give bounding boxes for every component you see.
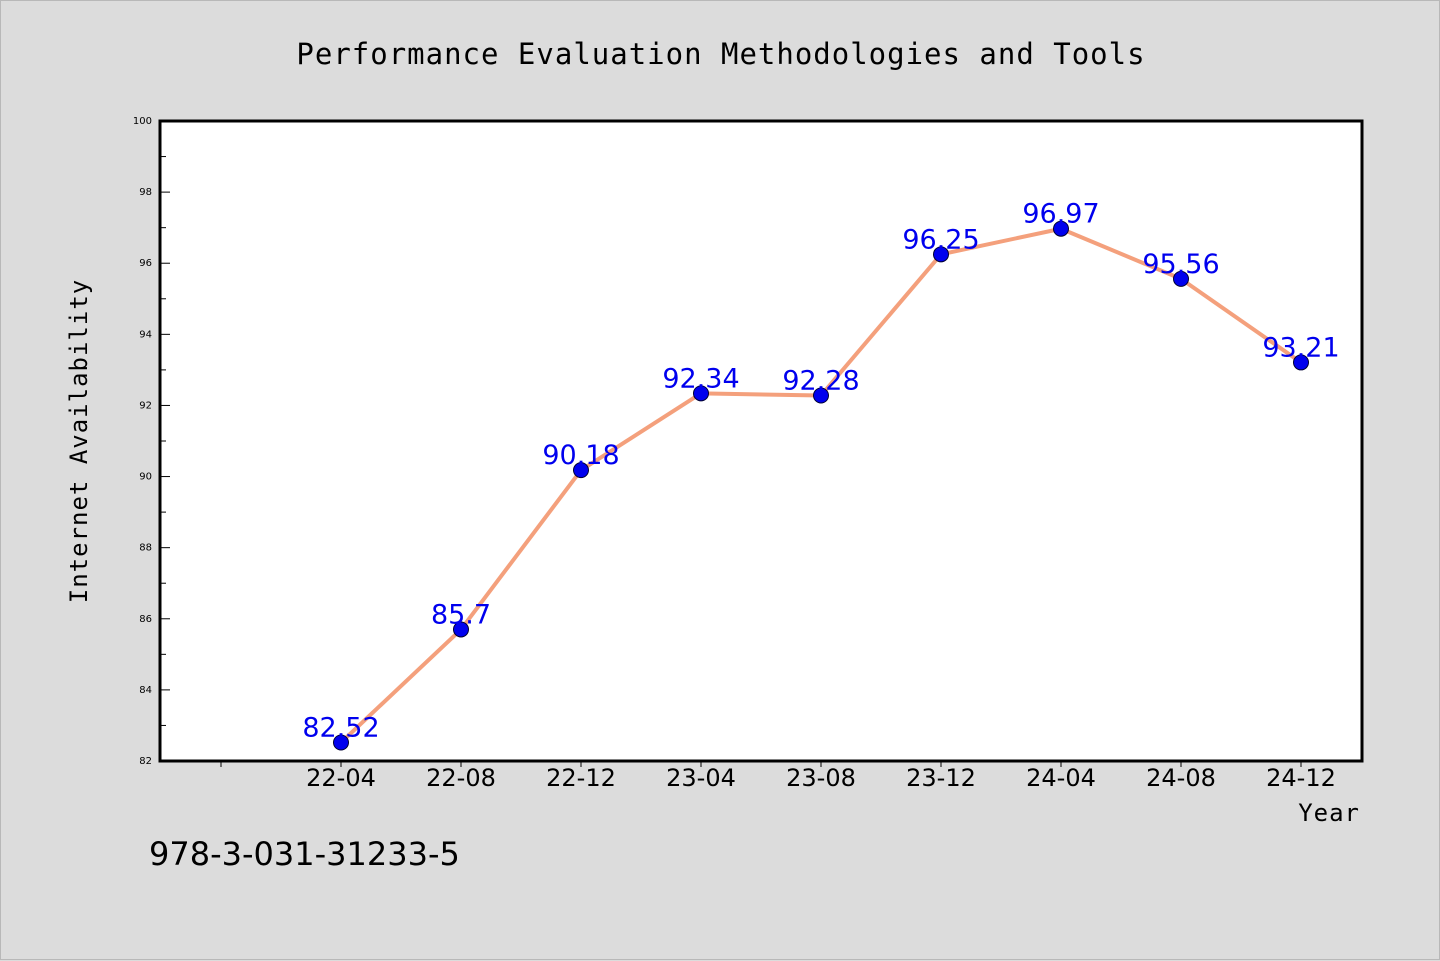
- y-tick-label: 92: [139, 400, 152, 411]
- x-tick-label: 22-08: [426, 764, 496, 792]
- y-tick-label: 94: [139, 329, 152, 340]
- data-label: 92.34: [662, 363, 739, 394]
- data-point: [693, 385, 709, 402]
- y-axis-title: Internet Availability: [65, 279, 93, 603]
- chart-title: Performance Evaluation Methodologies and…: [296, 37, 1145, 71]
- data-point: [813, 387, 829, 404]
- data-label: 92.28: [782, 365, 859, 396]
- data-label: 95.56: [1142, 249, 1219, 280]
- x-tick-label: 22-04: [306, 764, 376, 792]
- x-tick-label: 23-08: [786, 764, 856, 792]
- x-tick-label: 22-12: [546, 764, 616, 792]
- data-label: 85.7: [431, 599, 491, 630]
- y-axis: 82 84 86 88 90 92 94 96 98 100: [133, 116, 170, 767]
- data-point: [1293, 354, 1309, 371]
- data-point: [1173, 270, 1189, 287]
- data-point: [333, 734, 349, 751]
- data-label: 90.18: [542, 440, 619, 471]
- y-tick-label: 96: [139, 258, 152, 269]
- plot-area: [158, 119, 1364, 763]
- y-tick-label: 98: [139, 187, 152, 198]
- data-label: 82.52: [302, 713, 379, 744]
- y-tick-label: 88: [139, 543, 152, 554]
- y-tick-label: 86: [139, 614, 152, 625]
- data-point: [933, 246, 949, 263]
- data-label: 96.25: [902, 224, 979, 255]
- data-point: [1053, 220, 1069, 237]
- x-tick-label: 23-04: [666, 764, 736, 792]
- x-tick-label: 24-04: [1026, 764, 1096, 792]
- y-tick-label: 82: [139, 756, 152, 767]
- series-line-group: 82.52 85.7 90.18 92.34 92.28 96.25 96.97 95.56 9…: [302, 199, 1340, 751]
- data-label: 93.21: [1262, 332, 1339, 363]
- data-point: [573, 462, 589, 479]
- x-tick-label: 24-08: [1146, 764, 1216, 792]
- x-axis-title: Year: [1298, 799, 1360, 827]
- x-tick-label: 23-12: [906, 764, 976, 792]
- y-tick-label: 84: [139, 685, 152, 696]
- footer-isbn: 978-3-031-31233-5: [149, 835, 460, 873]
- y-tick-label: 100: [133, 116, 152, 127]
- data-point: [453, 621, 469, 638]
- x-tick-label: 24-12: [1266, 764, 1336, 792]
- x-axis: 22-04 22-08 22-12 23-04 23-08 23-12 24-04 24-08…: [220, 761, 1336, 792]
- y-tick-label: 90: [139, 472, 152, 483]
- data-label: 96.97: [1022, 199, 1099, 230]
